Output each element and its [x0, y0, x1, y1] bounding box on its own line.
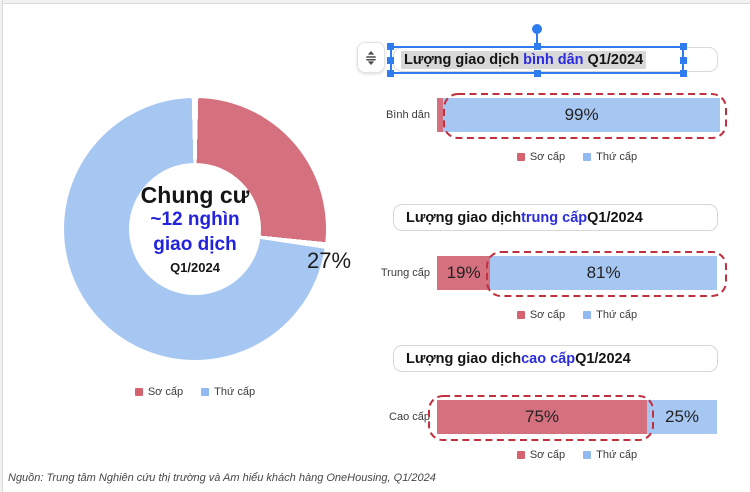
- bar-value-thu-cap: 99%: [564, 105, 599, 124]
- bar-legend-cao-cap: Sơ cấp Thứ cấp: [437, 449, 717, 461]
- canvas-top-edge: [0, 0, 750, 4]
- legend-label-thu-cap: Thứ cấp: [214, 386, 256, 398]
- legend-label-thu-cap: Thứ cấp: [596, 151, 638, 163]
- legend-swatch-thu-cap: [583, 311, 592, 319]
- legend-swatch-so-cap: [516, 311, 525, 319]
- donut-center-value: ~12 nghìn: [150, 209, 240, 231]
- title-text-prefix: Lượng giao dịch: [406, 350, 522, 367]
- title-box-cao-cap[interactable]: Lượng giao dịch cao cấp Q1/2024: [393, 345, 718, 372]
- legend-item-thu-cap: Thứ cấp: [583, 449, 637, 461]
- title-text-suffix: Q1/2024: [583, 51, 644, 68]
- resize-handle-bottom[interactable]: [534, 70, 541, 77]
- donut-center: Chung cư ~12 nghìn giao dịch Q1/2024: [129, 163, 261, 295]
- title-text-prefix: Lượng giao dịch: [404, 51, 524, 68]
- reorder-icon: [366, 50, 376, 65]
- legend-swatch-thu-cap: [201, 388, 210, 396]
- legend-label-so-cap: Sơ cấp: [529, 449, 566, 461]
- bar-segment-thu-cap: 99%: [443, 98, 721, 132]
- legend-swatch-so-cap: [516, 153, 525, 161]
- bar-segment-thu-cap: 81%: [490, 256, 717, 290]
- legend-label-thu-cap: Thứ cấp: [596, 449, 638, 461]
- title-text-suffix: Q1/2024: [587, 209, 643, 226]
- bar-row-label-cao-cap: Cao cấp: [389, 411, 430, 423]
- drag-handle-button[interactable]: [357, 42, 385, 73]
- bar-segment-thu-cap: 25%: [647, 400, 717, 434]
- legend-swatch-thu-cap: [583, 153, 592, 161]
- bar-legend-binh-dan: Sơ cấp Thứ cấp: [437, 151, 717, 163]
- legend-item-so-cap: Sơ cấp: [516, 309, 566, 321]
- bar-legend-trung-cap: Sơ cấp Thứ cấp: [437, 309, 717, 321]
- legend-item-thu-cap: Thứ cấp: [583, 309, 637, 321]
- donut-slice-label-so-cap: 27%: [307, 248, 352, 273]
- title-text-prefix: Lượng giao dịch: [406, 209, 522, 226]
- resize-handle-bottom-right[interactable]: [680, 70, 687, 77]
- legend-swatch-thu-cap: [583, 451, 592, 459]
- donut-center-title: Chung cư: [140, 181, 250, 208]
- donut-legend: Sơ cấp Thứ cấp: [55, 386, 335, 398]
- legend-label-thu-cap: Thứ cấp: [596, 309, 638, 321]
- legend-label-so-cap: Sơ cấp: [529, 151, 566, 163]
- legend-item-thu-cap: Thứ cấp: [201, 386, 255, 398]
- bar-value-thu-cap: 25%: [664, 407, 700, 426]
- bar-segment-so-cap: [437, 98, 443, 132]
- donut-center-value2: giao dịch: [153, 233, 237, 255]
- legend-label-so-cap: Sơ cấp: [529, 309, 566, 321]
- resize-handle-bottom-left[interactable]: [387, 70, 394, 77]
- bar-chart-binh-dan[interactable]: 99%: [437, 98, 721, 132]
- legend-item-so-cap: Sơ cấp: [134, 386, 184, 398]
- bar-row-label-trung-cap: Trung cấp: [380, 267, 430, 279]
- donut-slice-label-thu-cap: 73%: [154, 380, 203, 407]
- canvas-left-edge: [0, 0, 3, 492]
- title-text-accent: bình dân: [523, 51, 584, 68]
- title-box-binh-dan[interactable]: Lượng giao dịch bình dân Q1/2024: [393, 47, 718, 72]
- bar-value-thu-cap: 81%: [586, 263, 621, 282]
- bar-value-so-cap: 19%: [446, 263, 481, 282]
- title-box-trung-cap[interactable]: Lượng giao dịch trung cấp Q1/2024: [393, 204, 718, 231]
- rotation-handle[interactable]: [532, 24, 542, 34]
- resize-handle-right[interactable]: [680, 57, 687, 64]
- legend-swatch-so-cap: [134, 388, 143, 396]
- selected-text-highlight: Lượng giao dịch bình dân Q1/2024: [401, 50, 647, 69]
- source-text: Nguồn: Trung tâm Nghiên cứu thị trường v…: [8, 472, 436, 484]
- legend-item-thu-cap: Thứ cấp: [583, 151, 637, 163]
- legend-item-so-cap: Sơ cấp: [516, 449, 566, 461]
- resize-handle-left[interactable]: [387, 57, 394, 64]
- donut-center-period: Q1/2024: [170, 259, 220, 275]
- resize-handle-top-left[interactable]: [387, 43, 394, 50]
- bar-segment-so-cap: 19%: [437, 256, 491, 290]
- bar-chart-trung-cap[interactable]: 19% 81%: [437, 256, 717, 290]
- legend-item-so-cap: Sơ cấp: [516, 151, 566, 163]
- bar-chart-cao-cap[interactable]: 75% 25%: [437, 400, 717, 434]
- resize-handle-top[interactable]: [534, 43, 541, 50]
- title-text-accent: trung cấp: [521, 209, 588, 226]
- legend-label-so-cap: Sơ cấp: [147, 386, 184, 398]
- resize-handle-top-right[interactable]: [680, 43, 687, 50]
- bar-segment-so-cap: 75%: [437, 400, 647, 434]
- legend-swatch-so-cap: [516, 451, 525, 459]
- donut-chart[interactable]: Chung cư ~12 nghìn giao dịch Q1/2024 27%…: [64, 98, 351, 407]
- bar-value-so-cap: 75%: [524, 407, 560, 426]
- title-text-suffix: Q1/2024: [575, 350, 631, 367]
- bar-row-label-binh-dan: Bình dân: [385, 109, 430, 121]
- title-text-accent: cao cấp: [521, 350, 576, 367]
- rotation-handle-line: [536, 33, 538, 47]
